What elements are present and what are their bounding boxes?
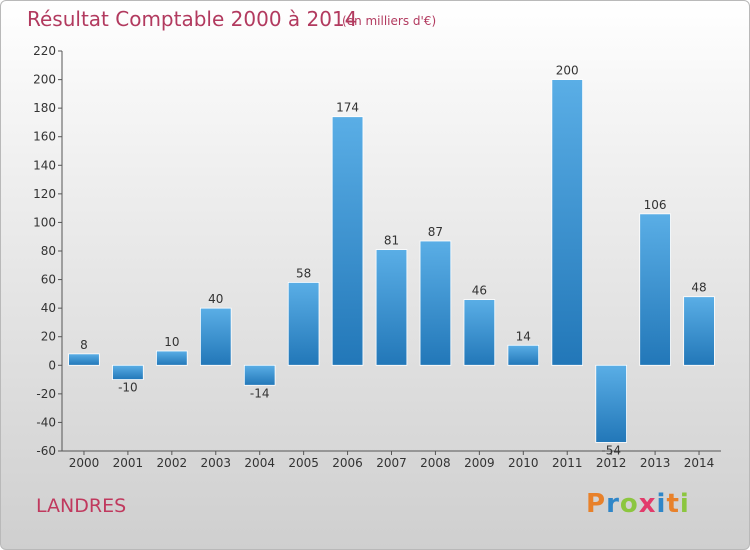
x-tick-label: 2008 [420,456,451,470]
y-tick-label: 160 [33,130,56,144]
y-tick-label: -60 [36,444,56,458]
value-label: -54 [601,443,621,457]
y-tick-label: -40 [36,415,56,429]
x-tick-label: 2003 [200,456,231,470]
bar-2000 [68,353,100,366]
bar-2009 [463,299,496,366]
x-tick-label: 2002 [157,456,188,470]
value-label: 40 [208,292,223,306]
value-label: 87 [428,225,443,239]
y-tick-label: 220 [33,44,56,58]
chart-subtitle: (en milliers d'€) [342,14,437,28]
logo-letter: r [606,489,620,519]
value-label: 14 [516,329,531,343]
x-tick-label: 2009 [464,456,495,470]
y-tick-label: 140 [33,158,56,172]
bar-2004 [243,364,276,386]
bar-2001 [112,364,144,380]
bar-2014 [683,296,715,366]
logo-letter: t [666,489,680,519]
value-label: -10 [118,381,138,395]
x-tick-label: 2011 [552,456,583,470]
x-tick-label: 2010 [508,456,539,470]
bar-2011 [551,79,584,366]
bar-2012 [595,364,627,443]
y-tick-label: 80 [41,244,56,258]
y-tick-label: 120 [33,187,56,201]
x-tick-label: 2014 [684,456,715,470]
value-label: 8 [80,338,88,352]
x-tick-label: 2001 [113,456,144,470]
value-label: 10 [164,335,179,349]
x-tick-label: 2012 [596,456,627,470]
bar-2008 [419,240,452,366]
logo-letter: x [638,489,657,519]
bar-2006 [331,116,364,366]
bar-2010 [507,344,540,366]
x-tick-label: 2006 [332,456,363,470]
y-tick-label: 20 [41,330,56,344]
value-label: 106 [644,198,667,212]
logo-letter: o [619,489,639,519]
logo-letter: i [656,489,667,519]
bar-2013 [639,213,671,366]
y-tick-label: 40 [41,301,56,315]
y-tick-label: 200 [33,73,56,87]
value-label: 46 [472,284,487,298]
logo-letter: i [679,489,690,519]
bar-2007 [375,249,408,366]
proxiti-logo: Proxiti [586,489,690,519]
chart-title: Résultat Comptable 2000 à 2014 [27,7,358,31]
y-tick-label: 60 [41,273,56,287]
x-tick-label: 2007 [376,456,407,470]
x-tick-label: 2004 [244,456,275,470]
x-tick-label: 2005 [288,456,319,470]
bar-2002 [156,350,188,366]
value-label: 58 [296,266,311,280]
value-label: 174 [336,101,359,115]
bar-2003 [199,307,232,366]
bar-2005 [287,282,320,366]
y-tick-label: 180 [33,101,56,115]
value-label: -14 [250,386,270,400]
y-tick-label: 100 [33,215,56,229]
value-label: 200 [556,64,579,78]
x-tick-label: 2013 [640,456,671,470]
value-label: 81 [384,234,399,248]
y-tick-label: -20 [36,387,56,401]
y-tick-label: 0 [48,358,56,372]
x-tick-label: 2000 [69,456,100,470]
value-label: 48 [691,281,706,295]
logo-letter: P [586,489,607,519]
place-name: LANDRES [36,495,127,517]
